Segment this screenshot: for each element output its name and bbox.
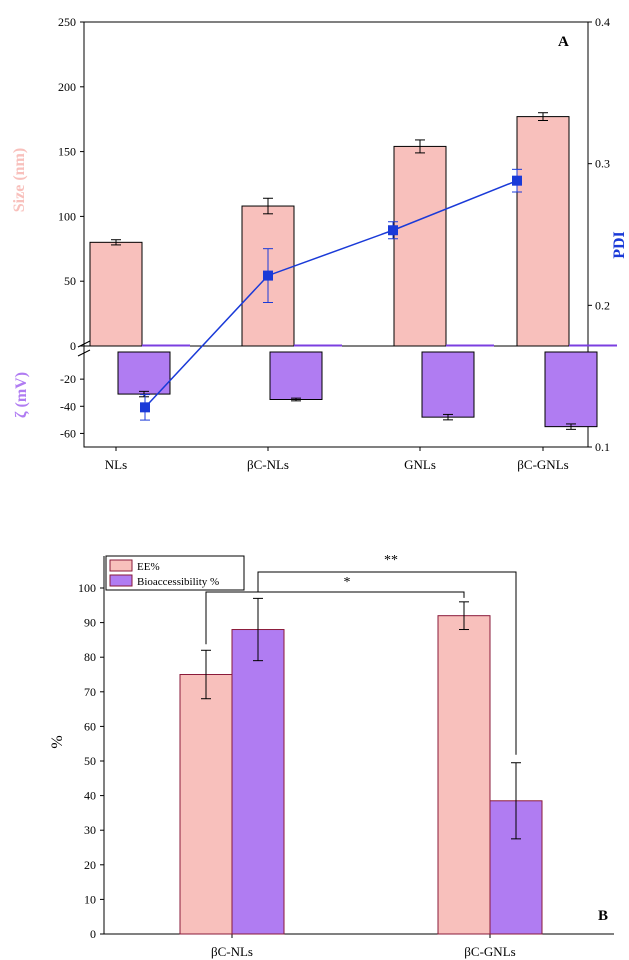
panel-b-tick-label: 50 [84,754,96,768]
zeta-bars [117,351,598,430]
x-tick-label: GNLs [404,457,436,472]
pdi-tick-label: 0.1 [595,440,610,454]
x-tick-label: NLs [105,457,127,472]
size-bar [516,116,570,347]
legend-label: EE% [137,561,160,573]
panel-a-frame [83,21,589,448]
panel-b-x-axis: βC-NLs βC-GNLs [104,933,614,959]
panel-b-label: B [598,908,608,924]
pdi-line [144,179,518,408]
panel-b-tick-label: 40 [84,789,96,803]
zeta-bar [421,351,475,418]
panel-b-tick-label: 70 [84,685,96,699]
size-bar [89,241,143,347]
panel-b-tick-label: 20 [84,858,96,872]
panel-b-bar [179,674,233,935]
pdi-series [140,168,522,421]
legend-label: Bioaccessibility % [137,576,219,588]
zeta-bar [117,351,171,395]
size-tick-label: 200 [58,80,76,94]
panel-b-tick-label: 60 [84,719,96,733]
panel-b-tick-label: 90 [84,616,96,630]
panel-b-y-label: % [49,735,66,748]
zeta-tick-label: -20 [60,372,76,386]
significance-bracket-double [257,571,517,755]
panel-b-bar [437,615,491,935]
pdi-point [140,402,150,413]
panel-b-tick-label: 30 [84,823,96,837]
size-bar [393,145,447,347]
size-tick-label: 0 [70,339,76,353]
pdi-point [263,270,273,281]
significance-star-double: ** [384,553,398,568]
zeta-axis-label: ζ (mV) [13,372,30,418]
size-axis-label: Size (nm) [11,148,28,212]
panel-b-tick-label: 0 [90,927,96,941]
pdi-point [512,175,522,186]
zeta-bar [269,351,323,400]
legend-swatch [109,559,133,572]
significance-brackets: *** [205,553,517,755]
zeta-axis: -20 -40 -60 [60,372,84,440]
significance-star-single: * [344,575,351,590]
panel-b-bar [231,629,285,935]
panel-b-x-tick-label: βC-GNLs [464,944,515,959]
pdi-point [388,225,398,236]
size-tick-label: 150 [58,145,76,159]
panel-a-label: A [558,34,569,50]
panel-b-tick-label: 10 [84,892,96,906]
panel-a-x-axis: NLs βC-NLs GNLs βC-GNLs [105,447,569,472]
pdi-tick-label: 0.3 [595,157,610,171]
panel-b-tick-label: 100 [78,581,96,595]
pdi-axis-label: PDI [611,231,628,259]
x-tick-label: βC-NLs [247,457,289,472]
size-tick-label: 50 [64,274,76,288]
pdi-tick-label: 0.2 [595,298,610,312]
panel-b-bars [179,597,543,935]
size-tick-label: 250 [58,15,76,29]
legend: EE% Bioaccessibility % [105,555,245,591]
pdi-axis: 0.1 0.2 0.3 0.4 [588,15,610,454]
size-tick-label: 100 [58,209,76,223]
zeta-tick-label: -40 [60,399,76,413]
pdi-tick-label: 0.4 [595,15,610,29]
x-tick-label: βC-GNLs [517,457,568,472]
size-bars [89,112,617,347]
zeta-tick-label: -60 [60,426,76,440]
axis-break-mark [77,349,91,357]
significance-bracket-single [205,591,465,645]
legend-swatch [109,574,133,587]
zeta-bar [544,351,598,428]
panel-b-x-tick-label: βC-NLs [211,944,253,959]
panel-b-tick-label: 80 [84,650,96,664]
panel-a: A 0 50 100 150 200 250 -20 -40 -60 0.1 0.2 0.3 0.4… [11,15,628,472]
axis-break-mark [77,340,91,348]
panel-b-y-axis: 0 10 20 30 40 50 60 70 80 90 100 [78,556,105,941]
